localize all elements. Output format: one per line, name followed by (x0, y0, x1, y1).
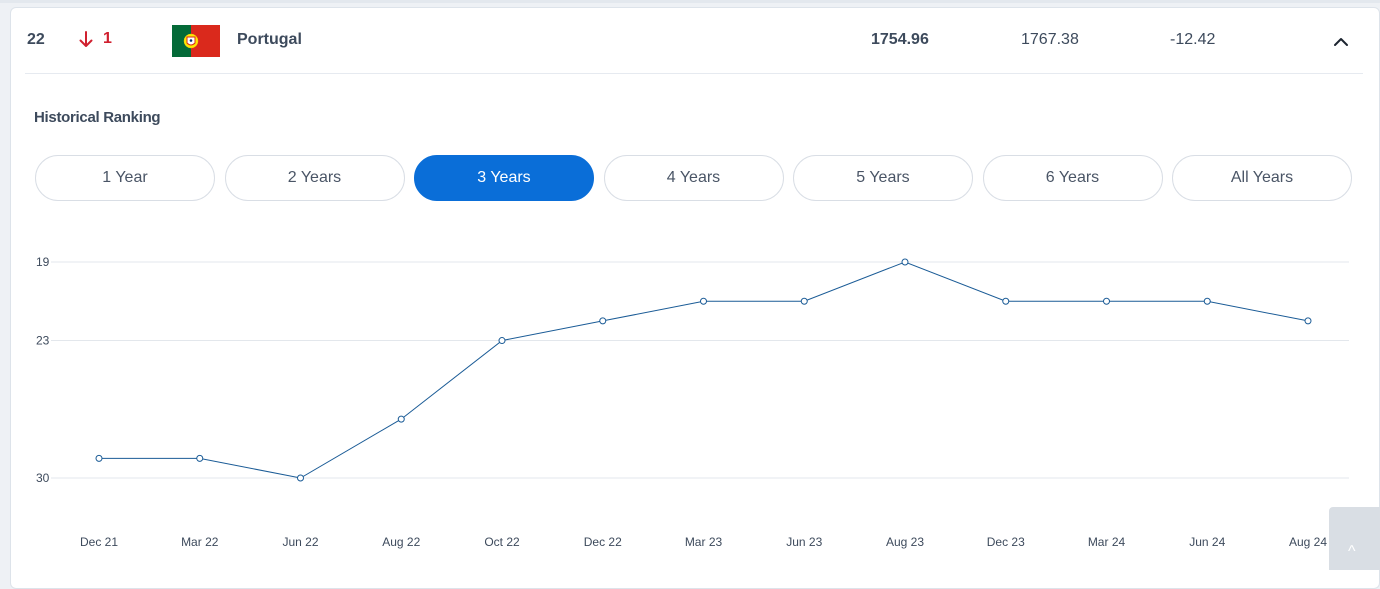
x-tick-label: Dec 21 (80, 535, 118, 549)
rank-change: 1 (79, 30, 112, 48)
x-tick-label: Jun 24 (1189, 535, 1225, 549)
data-point (901, 258, 909, 266)
chevron-up-icon[interactable] (1331, 32, 1351, 52)
previous-points: 1767.38 (1021, 31, 1079, 48)
y-tick-label: 23 (36, 334, 50, 348)
data-point (700, 297, 707, 305)
y-tick-label: 30 (36, 471, 50, 485)
tab-all-years[interactable]: All Years (1172, 155, 1352, 201)
data-point (1304, 317, 1312, 325)
series-line (99, 261, 1309, 479)
row-divider (25, 73, 1363, 74)
x-tick-label: Mar 24 (1088, 535, 1126, 549)
data-point (1103, 297, 1110, 305)
x-tick-label: Aug 22 (382, 535, 420, 549)
scroll-to-top-button[interactable]: ^ (1329, 507, 1380, 570)
x-tick-label: Jun 22 (282, 535, 318, 549)
current-points: 1754.96 (871, 31, 929, 48)
data-point (1203, 297, 1211, 305)
rank-change-value: 1 (103, 30, 112, 47)
points-change: -12.42 (1170, 31, 1216, 48)
x-tick-label: Jun 23 (786, 535, 822, 549)
x-tick-label: Dec 22 (584, 535, 622, 549)
data-point (498, 337, 506, 345)
country-name: Portugal (237, 31, 302, 48)
tab-2-years[interactable]: 2 Years (224, 155, 405, 201)
data-point (397, 415, 405, 423)
year-range-tabs: 1 Year 2 Years 3 Years 4 Years 5 Years 6 Year… (35, 155, 1353, 201)
tab-3-years[interactable]: 3 Years (414, 155, 594, 201)
data-point (1002, 297, 1010, 305)
x-tick-label: Oct 22 (484, 535, 520, 549)
tab-1-year[interactable]: 1 Year (35, 155, 215, 201)
ranking-card: 22 1 Portugal 1754.96 1767.38 -12.42 His… (10, 7, 1380, 589)
tab-5-years[interactable]: 5 Years (793, 155, 973, 201)
data-point (800, 297, 808, 305)
x-tick-label: Aug 23 (886, 535, 924, 549)
tab-6-years[interactable]: 6 Years (982, 155, 1163, 201)
data-point (599, 317, 607, 325)
rank-value: 22 (27, 31, 45, 48)
tab-4-years[interactable]: 4 Years (603, 155, 784, 201)
ranking-row[interactable]: 22 1 Portugal 1754.96 1767.38 -12.42 (11, 8, 1379, 74)
data-point (297, 474, 304, 482)
caret-up-icon: ^ (1348, 543, 1356, 560)
portugal-flag-icon (172, 25, 220, 57)
x-tick-label: Dec 23 (987, 535, 1025, 549)
y-tick-label: 19 (36, 255, 50, 269)
page-top-border (0, 0, 1380, 3)
historical-ranking-title: Historical Ranking (34, 109, 161, 126)
data-point (196, 454, 204, 462)
x-tick-label: Mar 22 (181, 535, 219, 549)
data-point (95, 454, 103, 462)
ranking-line-chart: 19 23 30 Dec 21 Mar 22 Jun 22 Aug 22 Oct 22 Dec … (36, 255, 1349, 549)
x-tick-label: Mar 23 (685, 535, 723, 549)
arrow-down-icon (79, 30, 93, 47)
x-tick-label: Aug 24 (1289, 535, 1327, 549)
